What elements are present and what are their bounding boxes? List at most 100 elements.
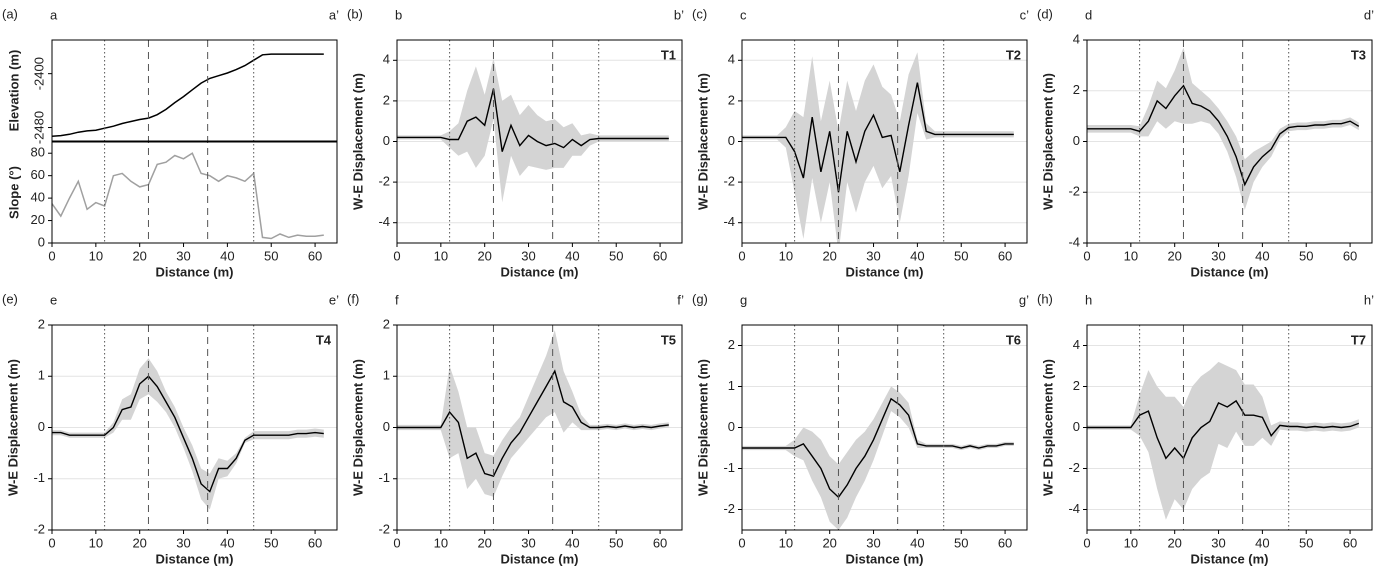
y-tick-label: 1 [728, 378, 735, 393]
x-tick-label: 30 [521, 248, 535, 263]
x-tick-label: 0 [1083, 248, 1090, 263]
plot-frame [1086, 324, 1373, 531]
x-tick-label: 60 [998, 248, 1012, 263]
y-tick-label: 2 [1073, 378, 1080, 393]
x-tick-label: 0 [1083, 535, 1090, 550]
x-tick-label: 20 [132, 535, 146, 550]
x-tick-label: 50 [264, 248, 278, 263]
y-tick-label: 0 [383, 419, 390, 434]
panel-label: (f) [347, 291, 359, 306]
mean-line [1087, 399, 1360, 460]
x-tick-label: 40 [220, 535, 234, 550]
y-tick-label: 20 [31, 212, 45, 227]
plot-frame [51, 39, 338, 142]
y-axis-label: W-E Displacement (m) [1040, 73, 1055, 210]
x-tick-label: 40 [910, 248, 924, 263]
y-tick-label: -2 [378, 174, 390, 189]
y-tick-label: -1 [33, 470, 45, 485]
x-tick-label: 0 [393, 248, 400, 263]
x-tick-label: 60 [653, 535, 667, 550]
x-axis-label: Distance (m) [155, 264, 233, 279]
y-tick-label: 0 [728, 133, 735, 148]
profile-end-label: a’ [329, 7, 339, 22]
panel-title: T6 [1006, 332, 1021, 347]
x-tick-label: 20 [822, 535, 836, 550]
y-tick-label: 2 [383, 92, 390, 107]
x-tick-label: 20 [1167, 535, 1181, 550]
profile-start-label: f [395, 292, 399, 307]
x-tick-label: 60 [1343, 535, 1357, 550]
x-axis-label: Distance (m) [500, 551, 578, 566]
profile-end-label: b’ [674, 7, 684, 22]
x-tick-label: 30 [866, 248, 880, 263]
panel-title: T1 [661, 47, 676, 62]
x-axis-label: Distance (m) [1190, 551, 1268, 566]
profile-start-label: c [740, 7, 747, 22]
x-tick-label: 20 [132, 248, 146, 263]
y-tick-label: -4 [1068, 234, 1080, 249]
profile-line [51, 152, 324, 240]
plot-frame [51, 324, 338, 531]
x-tick-label: 10 [434, 535, 448, 550]
x-tick-label: 10 [434, 248, 448, 263]
y-axis-label: Slope (°) [6, 166, 21, 219]
profile-end-label: f’ [677, 292, 684, 307]
mean-line [1087, 84, 1360, 187]
profile-end-label: h’ [1364, 292, 1374, 307]
profile-end-label: c’ [1020, 7, 1030, 22]
x-tick-label: 50 [954, 248, 968, 263]
x-tick-label: 0 [738, 248, 745, 263]
x-tick-label: 10 [779, 535, 793, 550]
x-axis-label: Distance (m) [1190, 264, 1268, 279]
profile-line [51, 53, 324, 138]
panel-label: (d) [1037, 6, 1053, 21]
x-tick-label: 30 [866, 535, 880, 550]
x-tick-label: 0 [48, 248, 55, 263]
y-tick-label: -2 [33, 521, 45, 536]
x-tick-label: 30 [176, 248, 190, 263]
y-tick-label: 0 [1073, 133, 1080, 148]
y-tick-label: 2 [1073, 82, 1080, 97]
plot-frame [1086, 39, 1373, 244]
x-tick-label: 40 [565, 535, 579, 550]
x-tick-label: 50 [1299, 535, 1313, 550]
spread-band [742, 52, 1014, 243]
profile-start-label: h [1085, 292, 1092, 307]
profile-start-label: d [1085, 7, 1092, 22]
y-tick-label: -4 [1068, 501, 1080, 516]
x-tick-label: 40 [1255, 248, 1269, 263]
panel-label: (g) [692, 291, 708, 306]
y-tick-label: -2400 [31, 57, 46, 90]
x-tick-label: 30 [176, 535, 190, 550]
mean-line [397, 88, 669, 152]
x-tick-label: 50 [609, 535, 623, 550]
y-axis-label: W-E Displacement (m) [1040, 359, 1055, 496]
y-tick-label: -1 [378, 470, 390, 485]
profile-start-label: e [50, 292, 57, 307]
spread-band [742, 386, 1014, 530]
spread-band [1087, 361, 1359, 520]
panel-label: (a) [2, 6, 18, 21]
y-tick-label: 4 [728, 52, 735, 67]
plot-frame [741, 39, 1028, 244]
x-tick-label: 0 [393, 535, 400, 550]
y-tick-label: 0 [38, 234, 45, 249]
y-tick-label: -2 [723, 501, 735, 516]
y-tick-label: 80 [31, 145, 45, 160]
y-tick-label: -1 [723, 460, 735, 475]
y-tick-label: -4 [378, 214, 390, 229]
panel-title: T5 [661, 332, 676, 347]
mean-line [52, 375, 324, 493]
y-tick-label: 2 [38, 316, 45, 331]
y-tick-label: -2 [723, 174, 735, 189]
x-tick-label: 10 [89, 248, 103, 263]
profile-end-label: d’ [1364, 7, 1374, 22]
y-tick-label: -2480 [31, 111, 46, 144]
x-tick-label: 60 [998, 535, 1012, 550]
panel-label: (c) [692, 6, 707, 21]
y-axis-label: W-E Displacement (m) [350, 359, 365, 496]
x-tick-label: 60 [308, 248, 322, 263]
x-tick-label: 40 [565, 248, 579, 263]
